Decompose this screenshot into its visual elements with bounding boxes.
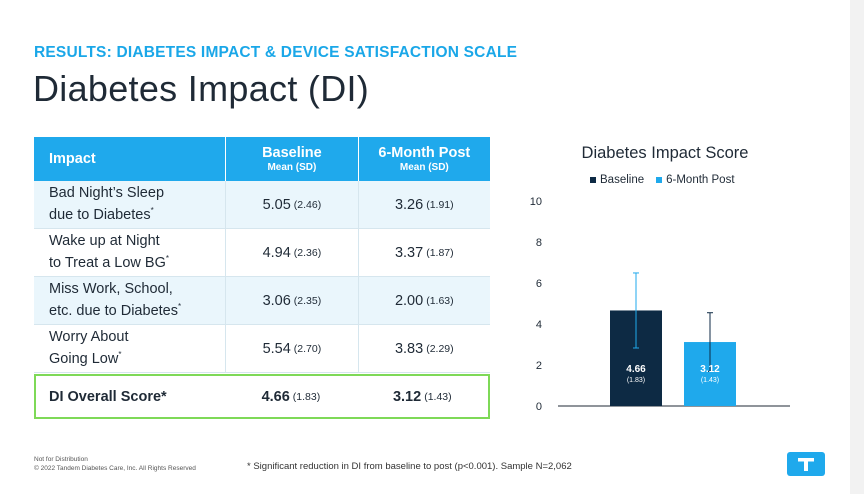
baseline-mean: 3.06 — [262, 292, 291, 309]
baseline-mean: 5.05 — [262, 196, 291, 213]
legend-item-post: 6-Month Post — [656, 174, 735, 186]
y-tick-label: 6 — [536, 278, 542, 290]
row-baseline: 5.54 (2.70) — [225, 325, 357, 372]
row-label: Miss Work, School, etc. due to Diabetes* — [34, 281, 225, 320]
row-post: 3.37 (1.87) — [357, 229, 490, 276]
table-row: Worry About Going Low* 5.54 (2.70) 3.83 (2… — [34, 325, 490, 373]
legend-swatch-baseline — [590, 177, 596, 183]
overall-score-row: DI Overall Score* 4.66 (1.83) 3.12 (1.43) — [34, 374, 490, 419]
page-title: Diabetes Impact (DI) — [33, 68, 370, 109]
row-label-line1: Miss Work, School, — [49, 281, 173, 298]
baseline-mean: 5.54 — [262, 340, 291, 357]
overall-baseline: 4.66 (1.83) — [225, 376, 356, 417]
header-baseline: Baseline Mean (SD) — [225, 137, 357, 181]
post-mean: 3.37 — [394, 244, 424, 261]
baseline-mean: 4.94 — [262, 244, 291, 261]
baseline-sd: (2.70) — [293, 342, 322, 355]
overall-post: 3.12 (1.43) — [357, 376, 488, 417]
header-baseline-label: Baseline — [262, 144, 322, 161]
row-label-line1: Worry About — [49, 329, 129, 346]
row-baseline: 3.06 (2.35) — [225, 277, 357, 324]
bar-sd-label: (1.43) — [701, 377, 719, 384]
footnote: * Significant reduction in DI from basel… — [247, 461, 572, 472]
section-eyebrow: RESULTS: DIABETES IMPACT & DEVICE SATISF… — [34, 44, 518, 61]
post-sd: (1.87) — [426, 246, 454, 259]
footer-line2: © 2022 Tandem Diabetes Care, Inc. All Ri… — [34, 465, 196, 472]
chart-title: Diabetes Impact Score — [581, 144, 749, 162]
row-label: Bad Night’s Sleep due to Diabetes* — [34, 185, 225, 224]
header-baseline-sub: Mean (SD) — [267, 161, 317, 173]
table-header: Impact Baseline Mean (SD) 6-Month Post M… — [34, 137, 490, 181]
significance-mark: * — [150, 206, 154, 216]
baseline-sd: (2.35) — [293, 294, 322, 307]
y-tick-label: 2 — [536, 360, 542, 372]
row-post: 3.26 (1.91) — [357, 181, 490, 228]
baseline-sd: (2.46) — [293, 198, 322, 211]
header-post-sub: Mean (SD) — [399, 161, 449, 173]
footer-legal: Not for Distribution © 2022 Tandem Diabe… — [34, 455, 196, 473]
legend-swatch-post — [656, 177, 663, 183]
chart-legend: Baseline 6-Month Post — [590, 174, 735, 186]
legend-item-baseline: Baseline — [590, 174, 644, 186]
overall-baseline-sd: (1.83) — [292, 390, 321, 403]
overall-post-sd: (1.43) — [424, 390, 452, 403]
post-sd: (2.29) — [426, 342, 454, 355]
logo-glyph — [798, 458, 814, 471]
legend-label-post: 6-Month Post — [666, 174, 735, 186]
table-body: Bad Night’s Sleep due to Diabetes* 5.05(… — [34, 181, 490, 373]
row-label-line2: to Treat a Low BG — [49, 254, 166, 271]
row-baseline: 4.94 (2.36) — [225, 229, 357, 276]
y-tick-label: 0 — [536, 401, 542, 413]
tandem-logo-icon — [787, 452, 825, 476]
table-row: Bad Night’s Sleep due to Diabetes* 5.05(… — [34, 181, 490, 229]
post-sd: (1.91) — [426, 198, 454, 211]
y-tick-label: 10 — [530, 196, 542, 208]
overall-label: DI Overall Score* — [49, 388, 167, 405]
footer-line1: Not for Distribution — [34, 456, 88, 463]
row-label-line2: due to Diabetes — [49, 206, 151, 223]
post-mean: 3.26 — [394, 196, 424, 213]
significance-mark: * — [165, 254, 169, 264]
header-impact: Impact — [49, 151, 96, 167]
header-post-label: 6-Month Post — [378, 144, 471, 161]
post-mean: 2.00 — [394, 292, 424, 309]
header-post: 6-Month Post Mean (SD) — [357, 137, 490, 181]
table-row: Miss Work, School, etc. due to Diabetes*… — [34, 277, 490, 325]
bar-value-label: 4.66 — [626, 364, 646, 375]
significance-mark: * — [118, 350, 122, 360]
baseline-sd: (2.36) — [293, 246, 322, 259]
bar-value-label: 3.12 — [700, 364, 720, 375]
impact-table: Impact Baseline Mean (SD) 6-Month Post M… — [34, 137, 490, 373]
post-sd: (1.63) — [426, 294, 454, 307]
y-tick-label: 4 — [536, 319, 542, 331]
overall-post-mean: 3.12 — [392, 388, 422, 405]
table-row: Wake up at Night to Treat a Low BG* 4.94… — [34, 229, 490, 277]
bar-sd-label: (1.83) — [627, 377, 645, 384]
row-post: 3.83 (2.29) — [357, 325, 490, 372]
post-mean: 3.83 — [394, 340, 424, 357]
impact-score-chart: 0 2 4 6 8 10 4.66 (1.83) 3.12 (1.43) — [530, 196, 790, 413]
row-label: Wake up at Night to Treat a Low BG* — [34, 233, 225, 272]
y-tick-label: 8 — [536, 237, 542, 249]
row-label-line2: Going Low — [49, 350, 119, 367]
significance-mark: * — [177, 302, 182, 312]
right-edge-strip — [850, 0, 864, 494]
row-post: 2.00 (1.63) — [357, 277, 490, 324]
row-label: Worry About Going Low* — [34, 329, 225, 368]
row-label-line1: Wake up at Night — [49, 233, 160, 250]
overall-baseline-mean: 4.66 — [261, 388, 290, 405]
row-label-line2: etc. due to Diabetes — [49, 302, 178, 319]
row-label-line1: Bad Night’s Sleep — [49, 185, 165, 202]
row-baseline: 5.05 (2.46) — [225, 181, 357, 228]
legend-label-baseline: Baseline — [600, 174, 645, 186]
